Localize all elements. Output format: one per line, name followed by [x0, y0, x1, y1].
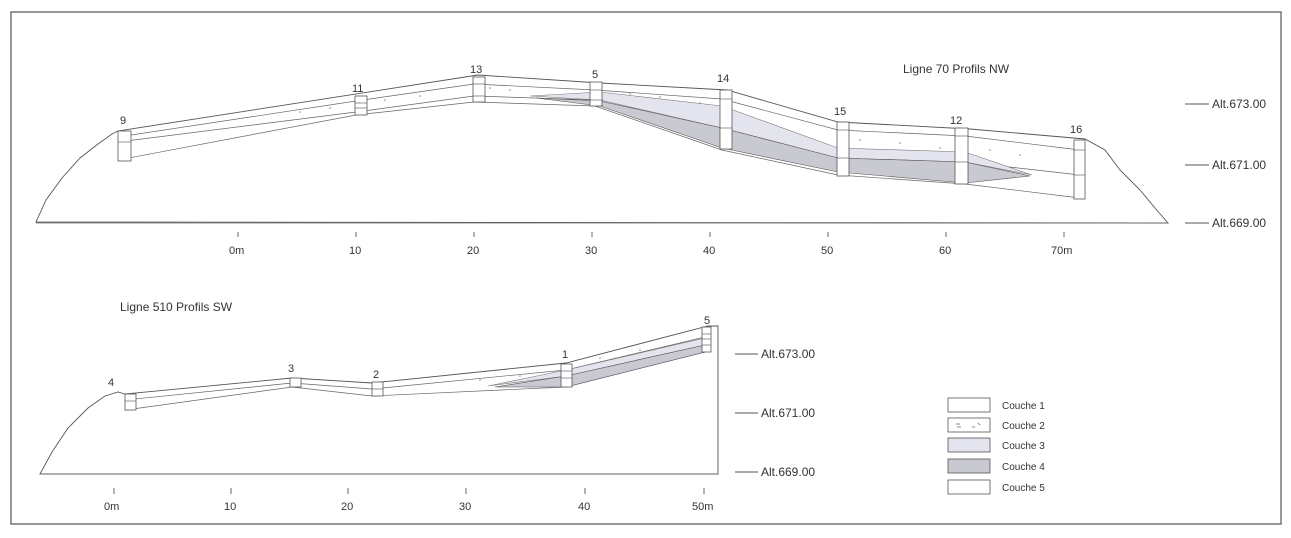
top-couche-4-area [535, 97, 1031, 184]
bottom-profile-column-4 [124, 393, 137, 411]
top-altitude-671: Alt.671.00 [1212, 158, 1266, 172]
top-layer-line-1 [117, 83, 1081, 151]
legend-swatch-couche-1 [947, 397, 991, 413]
top-profile-label-14: 14 [717, 73, 729, 85]
bottom-profile-column-1 [560, 363, 573, 388]
bottom-profile-column-3 [289, 377, 302, 388]
bottom-ground-outline [39, 325, 719, 475]
bottom-profile-label-3: 3 [288, 363, 294, 375]
legend-label-couche-4: Couche 4 [1002, 462, 1045, 473]
bottom-profile-label-1: 1 [562, 349, 568, 361]
top-altitude-673: Alt.673.00 [1212, 97, 1266, 111]
bottom-axis-label-20: 20 [341, 501, 353, 513]
bottom-altitude-669: Alt.669.00 [761, 465, 815, 479]
top-profile-column-15 [836, 121, 850, 177]
top-axis-label-10: 10 [349, 245, 361, 257]
top-profile-column-5 [589, 81, 603, 107]
figure-frame [10, 11, 1282, 525]
top-profile-label-12: 12 [950, 115, 962, 127]
legend-label-couche-2: Couche 2 [1002, 421, 1045, 432]
legend-item-couche-4: Couche 4 [947, 458, 1045, 474]
top-layer-line-3 [117, 101, 1081, 199]
top-altitude-669: Alt.669.00 [1212, 216, 1266, 230]
top-profile-column-12 [954, 127, 969, 185]
top-section: Ligne 70 Profils NW [35, 62, 1266, 257]
top-profile-label-9: 9 [120, 115, 126, 127]
top-axis-label-30: 30 [585, 245, 597, 257]
top-axis-label-70m: 70m [1051, 245, 1072, 257]
legend-item-couche-2: Couche 2 [947, 417, 1045, 433]
top-axis-label-50: 50 [821, 245, 833, 257]
bottom-profile-label-4: 4 [108, 377, 114, 389]
top-profile-label-5: 5 [592, 69, 598, 81]
bottom-axis-label-30: 30 [459, 501, 471, 513]
bottom-title: Ligne 510 Profils SW [120, 300, 233, 314]
top-profile-label-15: 15 [834, 106, 846, 118]
legend-label-couche-5: Couche 5 [1002, 483, 1045, 494]
legend-label-couche-1: Couche 1 [1002, 401, 1045, 412]
bottom-axis-label-40: 40 [578, 501, 590, 513]
top-axis-label-40: 40 [703, 245, 715, 257]
top-axis-ticks [237, 232, 1065, 237]
bottom-profile-columns [124, 326, 712, 411]
top-profile-label-11: 11 [352, 83, 363, 95]
bottom-altitude-671: Alt.671.00 [761, 406, 815, 420]
top-axis-label-0m: 0m [229, 245, 244, 257]
bottom-couche-2-speckles [479, 349, 641, 381]
legend-item-couche-3: Couche 3 [947, 437, 1045, 453]
top-profile-label-16: 16 [1070, 124, 1082, 136]
top-profile-column-14 [719, 89, 733, 150]
legend-label-couche-3: Couche 3 [1002, 441, 1045, 452]
legend-swatch-couche-5 [947, 479, 991, 495]
top-profile-label-13: 13 [470, 64, 482, 76]
legend: Couche 1 Couche 2 Couche 3 Couche 4 Couc… [947, 397, 1045, 495]
top-couche-2-speckles [299, 87, 1021, 156]
top-axis-label-20: 20 [467, 245, 479, 257]
top-profile-column-11 [354, 95, 368, 116]
bottom-profile-label-5: 5 [704, 315, 710, 327]
top-profile-columns [117, 76, 1086, 200]
legend-swatch-couche-2 [947, 417, 991, 433]
bottom-altitude-673: Alt.673.00 [761, 347, 815, 361]
legend-item-couche-5: Couche 5 [947, 479, 1045, 495]
top-title: Ligne 70 Profils NW [903, 62, 1010, 76]
legend-swatch-couche-4 [947, 458, 991, 474]
top-axis-label-60: 60 [939, 245, 951, 257]
bottom-axis-ticks [113, 488, 705, 494]
bottom-axis-label-50m: 50m [692, 501, 713, 513]
legend-swatch-couche-3 [947, 437, 991, 453]
legend-item-couche-1: Couche 1 [947, 397, 1045, 413]
bottom-section: Ligne 510 Profils SW 4 3 [39, 300, 815, 513]
bottom-axis-label-0m: 0m [104, 501, 119, 513]
top-profile-column-13 [472, 76, 486, 103]
bottom-axis-label-10: 10 [224, 501, 236, 513]
top-profile-column-9 [117, 130, 132, 162]
top-couche-3-area [529, 91, 1033, 176]
top-profile-column-16 [1073, 139, 1086, 200]
bottom-profile-column-5 [701, 326, 712, 353]
bottom-profile-label-2: 2 [373, 369, 379, 381]
